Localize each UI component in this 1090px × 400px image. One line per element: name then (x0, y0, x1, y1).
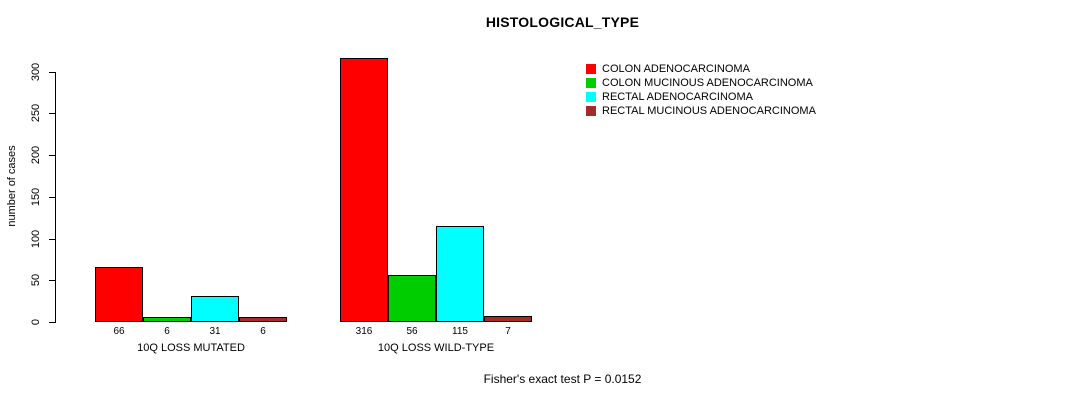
bar-value-label: 6 (164, 326, 170, 337)
bar-value-label: 56 (406, 326, 418, 337)
bar-rectal-adenocarcinoma (191, 296, 239, 322)
bar-value-label: 31 (209, 326, 221, 337)
bar-rectal-mucinous-adenocarcinoma (484, 316, 532, 322)
bar-value-label: 6 (260, 326, 266, 337)
y-axis-tick-label: 0 (30, 318, 42, 326)
y-axis-tick (49, 71, 55, 73)
y-axis-tick-label: 250 (30, 104, 42, 123)
legend-entry: COLON MUCINOUS ADENOCARCINOMA (586, 76, 816, 90)
legend-entry-label: COLON MUCINOUS ADENOCARCINOMA (602, 77, 813, 89)
bar-value-label: 316 (355, 326, 373, 337)
y-axis-tick (49, 155, 55, 156)
legend-swatch-icon (586, 92, 596, 102)
legend: COLON ADENOCARCINOMA COLON MUCINOUS ADENO… (586, 62, 816, 118)
legend-entry: RECTAL MUCINOUS ADENOCARCINOMA (586, 104, 816, 118)
legend-swatch-icon (586, 78, 596, 88)
legend-swatch-icon (586, 106, 596, 116)
bar-colon-adenocarcinoma (95, 267, 143, 322)
y-axis-tick-label: 150 (30, 187, 42, 206)
x-category-label: 10Q LOSS WILD-TYPE (377, 342, 495, 354)
legend-entry-label: COLON ADENOCARCINOMA (602, 63, 750, 75)
legend-entry-label: RECTAL ADENOCARCINOMA (602, 91, 753, 103)
y-axis-tick (49, 238, 55, 240)
x-category-label: 10Q LOSS MUTATED (137, 342, 245, 354)
legend-entry: RECTAL ADENOCARCINOMA (586, 90, 816, 104)
footnote-fishers-test: Fisher's exact test P = 0.0152 (483, 372, 642, 386)
legend-swatch-icon (586, 64, 596, 74)
legend-entry-label: RECTAL MUCINOUS ADENOCARCINOMA (602, 105, 816, 117)
bar-value-label: 66 (113, 326, 125, 337)
y-axis-tick (49, 196, 55, 198)
y-axis-tick-label: 100 (30, 229, 42, 248)
y-axis-tick-label: 50 (30, 274, 42, 287)
y-axis-tick (49, 113, 55, 115)
y-axis-tick (49, 322, 55, 323)
y-axis-tick (49, 280, 55, 282)
bar-value-label: 7 (505, 326, 511, 337)
y-axis-tick-label: 200 (30, 145, 42, 165)
bar-colon-mucinous-adenocarcinoma (143, 317, 191, 322)
y-axis-line (55, 71, 56, 323)
legend-entry: COLON ADENOCARCINOMA (586, 62, 816, 76)
bar-colon-mucinous-adenocarcinoma (388, 275, 436, 322)
y-axis-tick-label: 300 (30, 62, 42, 81)
bar-rectal-mucinous-adenocarcinoma (239, 317, 287, 322)
chart-title: HISTOLOGICAL_TYPE (485, 14, 640, 30)
bar-value-label: 115 (452, 326, 468, 337)
bar-colon-adenocarcinoma (340, 58, 388, 322)
bar-rectal-adenocarcinoma (436, 226, 484, 322)
